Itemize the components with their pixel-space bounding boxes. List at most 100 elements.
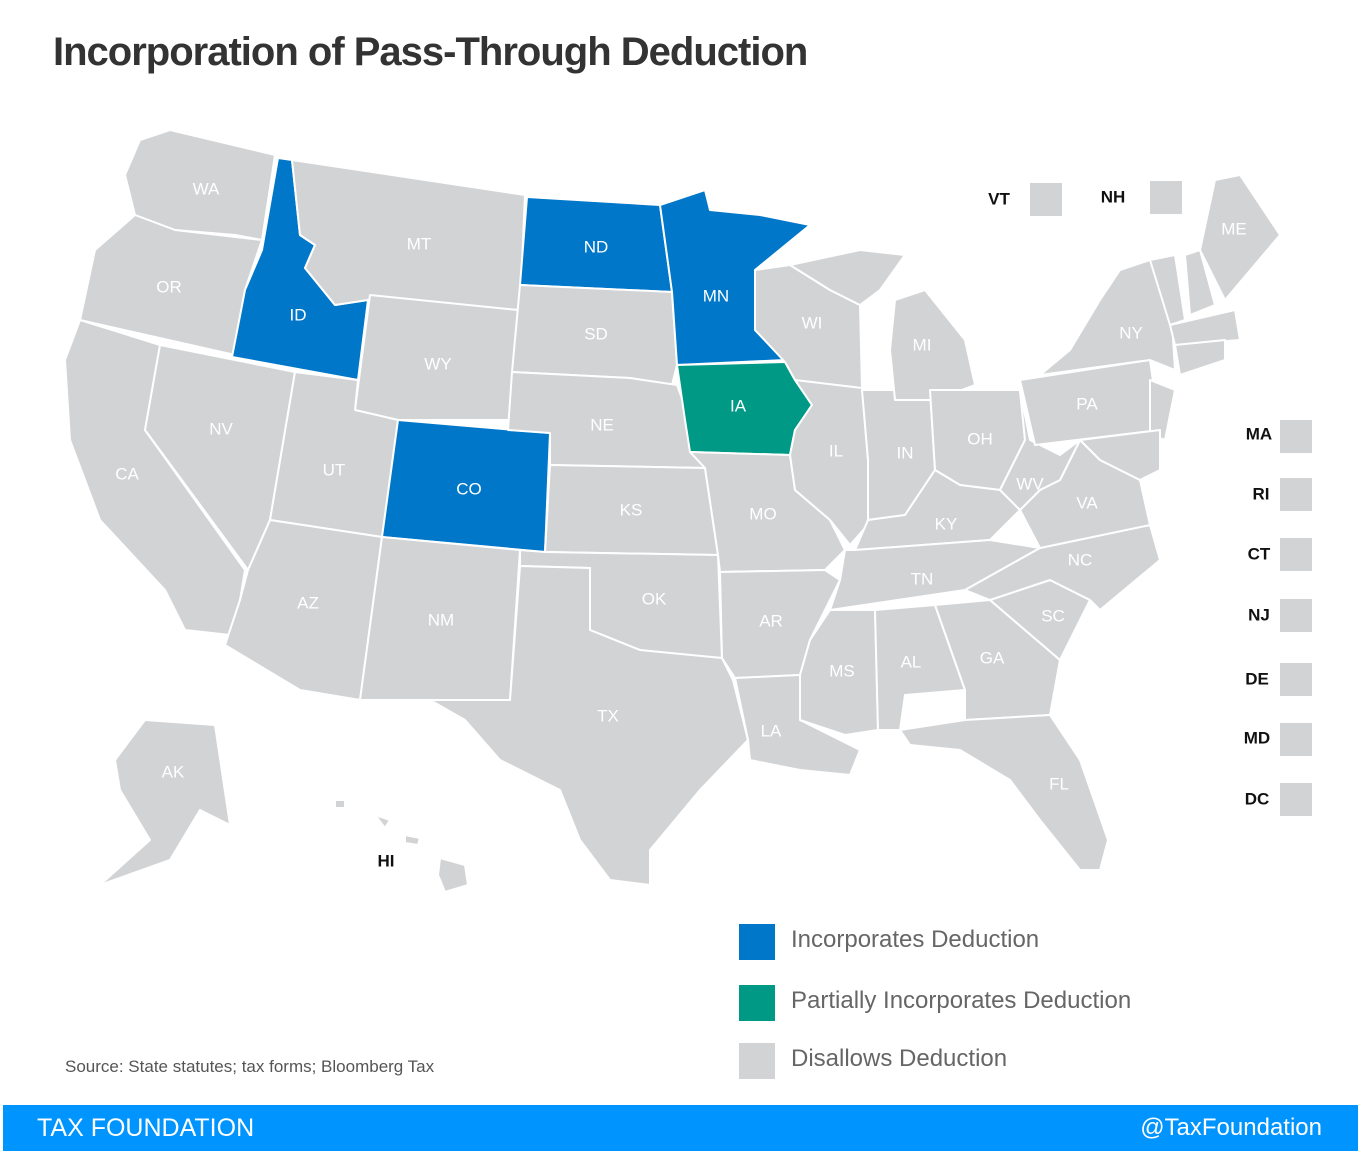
source-note: Source: State statutes; tax forms; Bloom… (65, 1057, 435, 1076)
legend-swatch-incorporates (739, 924, 775, 960)
state-label-ia: IA (730, 396, 747, 415)
state-tx (429, 565, 749, 886)
state-label-sd: SD (584, 324, 608, 343)
state-label-al: AL (901, 652, 922, 671)
legend-label: Disallows Deduction (791, 1045, 1008, 1072)
state-box-nj (1280, 599, 1312, 632)
state-label-nj: NJ (1248, 605, 1270, 624)
state-shape (374, 814, 391, 829)
state-fl (899, 714, 1109, 871)
state-label-ut: UT (323, 460, 346, 479)
state-label-mn: MN (703, 286, 729, 305)
map-title: Incorporation of Pass-Through Deduction (53, 30, 808, 74)
state-shape (999, 389, 1081, 511)
state-label-tn: TN (911, 569, 934, 588)
state-label-ma: MA (1246, 424, 1272, 443)
state-label-nm: NM (428, 610, 454, 629)
state-box-ri (1280, 478, 1312, 511)
state-ma (1169, 309, 1241, 346)
state-label-vt: VT (988, 189, 1010, 208)
state-label-or: OR (156, 277, 182, 296)
legend-swatch-disallows (739, 1043, 775, 1079)
state-shape (1149, 379, 1176, 441)
state-ct (1174, 339, 1226, 376)
footer-brand: TAX FOUNDATION (37, 1114, 255, 1142)
state-wv (999, 389, 1081, 511)
state-label-ri: RI (1253, 484, 1270, 503)
state-label-de: DE (1245, 669, 1269, 688)
state-label-il: IL (829, 441, 843, 460)
state-label-id: ID (290, 305, 307, 324)
state-label-tx: TX (597, 706, 619, 725)
state-label-wa: WA (193, 179, 220, 198)
state-shape (437, 857, 469, 893)
state-label-in: IN (897, 443, 914, 462)
state-hi (334, 799, 469, 893)
state-label-az: AZ (297, 593, 319, 612)
state-label-wi: WI (802, 313, 823, 332)
state-label-co: CO (456, 479, 482, 498)
state-label-fl: FL (1049, 774, 1069, 793)
state-nj (1149, 379, 1176, 441)
state-label-hi: HI (378, 851, 395, 870)
state-label-md: MD (1244, 728, 1270, 747)
state-label-mi: MI (913, 335, 932, 354)
state-label-ok: OK (642, 589, 667, 608)
state-shape (899, 714, 1109, 871)
legend-label: Incorporates Deduction (791, 926, 1040, 953)
state-label-me: ME (1221, 219, 1247, 238)
state-label-wy: WY (424, 354, 451, 373)
state-label-va: VA (1076, 493, 1098, 512)
state-md (1079, 429, 1161, 481)
footer-bar: TAX FOUNDATION @TaxFoundation (3, 1105, 1358, 1151)
state-shape (889, 289, 976, 401)
state-nh (1184, 249, 1216, 316)
state-shape (404, 834, 421, 846)
state-label-ms: MS (829, 661, 855, 680)
state-shape (1149, 254, 1186, 326)
state-label-ne: NE (590, 415, 614, 434)
state-label-ga: GA (980, 648, 1005, 667)
state-label-nd: ND (584, 237, 609, 256)
state-label-ar: AR (759, 611, 783, 630)
state-box-de (1280, 663, 1312, 696)
state-label-sc: SC (1041, 606, 1065, 625)
state-label-nv: NV (209, 419, 233, 438)
state-shape (334, 799, 346, 809)
state-me (1199, 174, 1281, 301)
state-shape (1169, 309, 1241, 346)
state-label-ks: KS (620, 500, 643, 519)
state-box-vt (1030, 183, 1062, 216)
state-label-ky: KY (935, 514, 958, 533)
state-box-md (1280, 723, 1312, 756)
state-label-pa: PA (1076, 394, 1098, 413)
state-label-wv: WV (1016, 474, 1044, 493)
state-label-la: LA (761, 721, 782, 740)
state-vt (1149, 254, 1186, 326)
state-shape (789, 249, 906, 306)
state-box-ct (1280, 538, 1312, 571)
state-label-ct: CT (1248, 544, 1271, 563)
state-label-dc: DC (1245, 789, 1270, 808)
footer-handle: @TaxFoundation (1140, 1114, 1322, 1141)
state-label-ny: NY (1119, 323, 1143, 342)
state-label-nc: NC (1068, 550, 1093, 569)
us-map: WA OR CA ID NV MT WY UT AZ CO NM ND SD NE KS OK TX MN IA WI… (64, 129, 1312, 893)
state-label-mt: MT (407, 234, 432, 253)
state-label-ak: AK (162, 762, 185, 781)
state-shape (1184, 249, 1216, 316)
state-label-oh: OH (967, 429, 993, 448)
state-shape (429, 565, 749, 886)
state-shape (1199, 174, 1281, 301)
state-box-nh (1150, 181, 1182, 214)
state-label-mo: MO (749, 504, 776, 523)
state-label-ca: CA (115, 464, 139, 483)
state-shape (99, 719, 231, 886)
state-shape (1079, 429, 1161, 481)
state-shape (799, 609, 879, 736)
state-ak (99, 719, 231, 886)
state-box-dc (1280, 783, 1312, 816)
legend-swatch-partial (739, 985, 775, 1021)
legend-label: Partially Incorporates Deduction (791, 987, 1132, 1014)
state-label-nh: NH (1101, 187, 1126, 206)
